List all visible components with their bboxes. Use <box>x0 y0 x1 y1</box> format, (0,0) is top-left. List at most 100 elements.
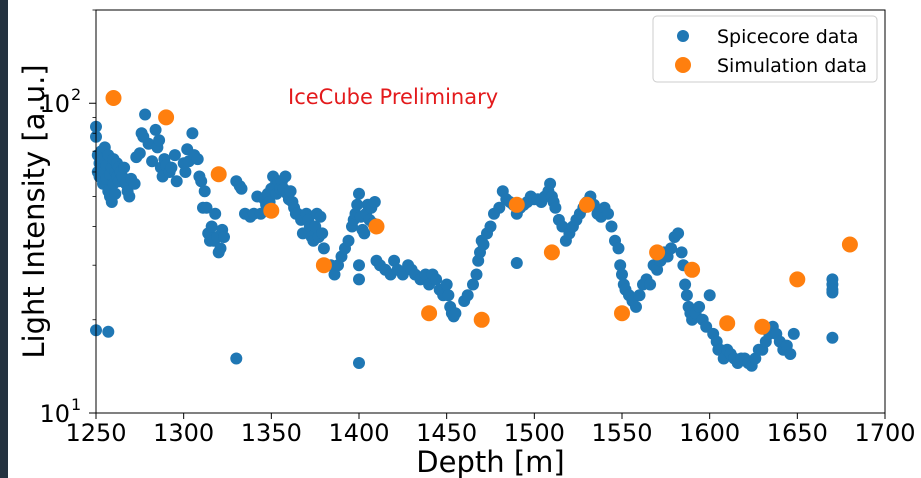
simulation-point <box>473 311 490 328</box>
spicecore-point <box>672 227 685 240</box>
spicecore-point <box>328 268 341 281</box>
spicecore-point <box>633 289 646 302</box>
simulation-point <box>421 305 438 322</box>
spicecore-point <box>440 278 453 291</box>
spicecore-point <box>205 220 218 233</box>
spicecore-point <box>549 201 562 214</box>
plot-frame <box>95 9 886 414</box>
spicecore-point <box>396 268 409 281</box>
spicecore-point <box>128 177 141 190</box>
spicecore-point <box>123 190 136 203</box>
spicecore-point <box>693 300 706 313</box>
spicecore-point <box>826 286 839 299</box>
x-tick-label: 1500 <box>504 419 565 447</box>
spicecore-point <box>351 198 364 211</box>
spicecore-point <box>602 207 614 220</box>
spicecore-point <box>109 187 122 200</box>
spicecore-point <box>209 207 222 220</box>
spicecore-point <box>316 227 329 240</box>
spicecore-point <box>461 289 474 302</box>
spicecore-point <box>214 242 227 255</box>
spicecore-point <box>470 268 483 281</box>
spicecore-point <box>630 300 642 313</box>
chart-legend: Spicecore data Simulation data <box>652 15 878 83</box>
spicecore-point <box>353 259 365 272</box>
y-tick-exponent: 2 <box>71 85 81 104</box>
spicecore-point <box>493 201 506 214</box>
y-tick-label: 10 <box>39 90 70 118</box>
spicecore-point <box>368 196 381 208</box>
simulation-point <box>578 196 595 213</box>
simulation-point <box>649 244 666 261</box>
spicecore-point <box>198 185 211 198</box>
x-tick-label: 1250 <box>65 419 126 447</box>
spicecore-point <box>358 227 371 240</box>
simulation-point <box>158 109 175 126</box>
spicecore-point <box>186 127 199 140</box>
spicecore-point <box>430 273 443 286</box>
legend-box <box>652 15 878 83</box>
legend-label: Simulation data <box>717 55 867 77</box>
simulation-point <box>614 305 630 322</box>
spicecore-point <box>442 289 455 302</box>
spicecore-point <box>230 352 243 365</box>
spicecore-point <box>195 175 208 188</box>
x-tick-label: 1400 <box>328 419 389 447</box>
spicecore-point <box>284 185 297 198</box>
spicecore-point <box>605 220 618 233</box>
series-spicecore <box>90 108 839 372</box>
spicecore-point <box>612 242 625 255</box>
spicecore-point <box>353 273 365 286</box>
spicecore-point <box>680 289 693 302</box>
spicecore-point <box>614 259 627 272</box>
spicecore-point <box>149 123 162 136</box>
spicecore-point <box>388 254 401 267</box>
spicecore-point <box>279 170 292 183</box>
spicecore-point <box>314 210 327 223</box>
spicecore-point <box>218 231 230 243</box>
simulation-point <box>841 236 858 253</box>
simulation-point <box>754 318 771 335</box>
x-tick-label: 1650 <box>767 419 828 447</box>
spicecore-point <box>353 187 365 200</box>
spicecore-point <box>665 242 678 255</box>
x-tick-label: 1350 <box>241 419 302 447</box>
spicecore-point <box>644 278 657 291</box>
spicecore-point <box>102 325 115 338</box>
spicecore-point <box>133 147 146 160</box>
spicecore-point <box>679 278 692 291</box>
spicecore-point <box>179 166 192 178</box>
spicecore-point <box>675 246 688 259</box>
y-axis-label: Light Intensity [a.u.] <box>17 64 51 358</box>
spicecore-point <box>449 307 462 320</box>
spicecore-point <box>168 149 181 162</box>
simulation-point <box>105 90 122 106</box>
spicecore-point <box>153 134 166 147</box>
simulation-point <box>210 166 227 183</box>
spicecore-point <box>191 153 204 166</box>
x-tick-label: 1300 <box>153 419 214 447</box>
spicecore-point <box>544 177 557 190</box>
simulation-point <box>508 196 525 213</box>
legend-marker <box>675 57 691 73</box>
simulation-point <box>719 315 736 332</box>
x-tick-label: 1700 <box>854 419 915 447</box>
x-axis-label: Depth [m] <box>416 445 564 478</box>
spicecore-point <box>616 268 628 281</box>
spicecore-point <box>826 331 839 344</box>
series-simulation <box>105 90 858 335</box>
x-tick-label: 1450 <box>416 419 477 447</box>
chart-axes: 1250 1300 1350 1400 1450 1500 1550 1600 1650 1700… <box>39 9 916 447</box>
spicecore-point <box>703 289 716 302</box>
legend-label: Spicecore data <box>717 26 859 48</box>
spicecore-point <box>342 234 355 247</box>
spicecore-point <box>146 155 159 168</box>
spicecore-point <box>235 182 248 195</box>
simulation-point <box>543 244 560 261</box>
spicecore-point <box>467 278 479 291</box>
spicecore-point <box>165 161 178 174</box>
y-tick-label: 10 <box>39 400 70 428</box>
spicecore-point <box>118 161 131 174</box>
simulation-point <box>368 218 385 235</box>
